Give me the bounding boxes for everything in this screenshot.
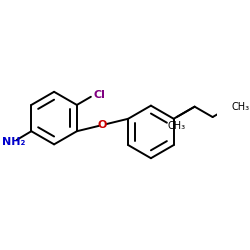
- Text: CH₃: CH₃: [168, 120, 186, 130]
- Text: O: O: [98, 120, 107, 130]
- Text: CH₃: CH₃: [232, 102, 250, 112]
- Text: NH₂: NH₂: [2, 136, 25, 146]
- Text: Cl: Cl: [94, 90, 106, 100]
